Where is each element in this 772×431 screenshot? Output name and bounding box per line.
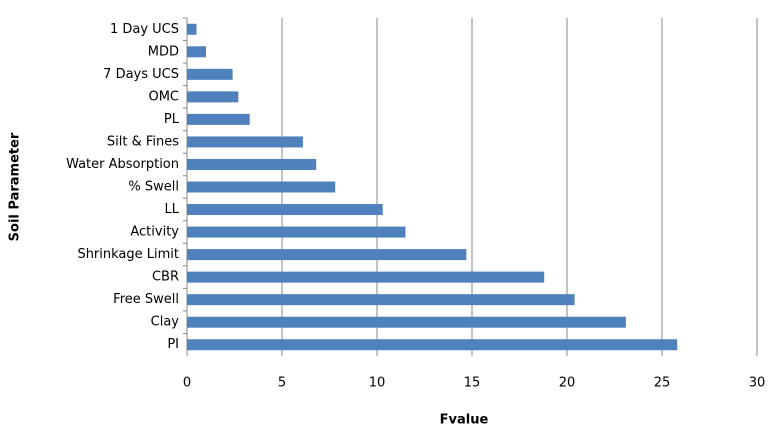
bar [187, 136, 303, 148]
bar [187, 271, 545, 283]
y-tick-label: 1 Day UCS [110, 22, 179, 37]
y-tick-label: Water Absorption [66, 157, 179, 172]
bar [187, 91, 239, 103]
y-axis-title: Soil Parameter [8, 132, 23, 241]
y-tick-label: Activity [130, 225, 179, 240]
x-tick-label: 0 [183, 376, 191, 391]
x-tick-label: 25 [654, 376, 671, 391]
y-tick-label: OMC [148, 89, 179, 104]
bar [187, 68, 233, 80]
bar [187, 204, 383, 216]
bar [187, 226, 406, 238]
bar [187, 23, 197, 35]
y-tick-label: MDD [148, 44, 179, 59]
y-tick-label: % Swell [128, 180, 179, 195]
bar [187, 113, 250, 125]
y-tick-label: Clay [151, 315, 180, 330]
x-tick-label: 30 [749, 376, 766, 391]
bar [187, 158, 317, 170]
y-tick-label: CBR [152, 270, 179, 285]
y-tick-label: Free Swell [113, 292, 179, 307]
bar [187, 339, 678, 351]
y-tick-label: 7 Days UCS [103, 67, 179, 82]
bar [187, 249, 467, 261]
bar [187, 46, 206, 58]
bar [187, 294, 575, 306]
y-tick-label: Shrinkage Limit [77, 247, 179, 262]
x-axis-title: Fvalue [440, 413, 489, 428]
y-tick-label: Silt & Fines [107, 134, 179, 149]
x-tick-label: 5 [278, 376, 286, 391]
bar [187, 316, 626, 328]
x-tick-label: 10 [369, 376, 386, 391]
x-tick-label: 15 [464, 376, 481, 391]
y-tick-label: PI [167, 337, 179, 352]
bar [187, 181, 336, 193]
y-tick-label: PL [164, 112, 180, 127]
y-tick-label: LL [165, 202, 180, 217]
x-tick-label: 20 [559, 376, 576, 391]
